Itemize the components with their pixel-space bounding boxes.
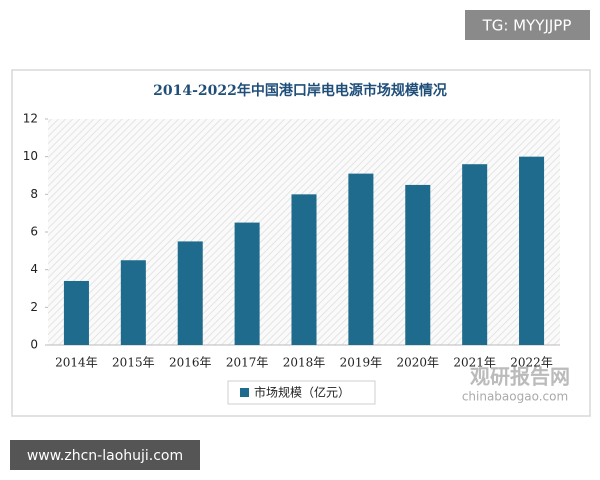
watermark-en: chinabaogao.com [462, 390, 568, 404]
x-tick-label: 2021年 [453, 356, 496, 370]
bar [405, 184, 431, 345]
y-tick-label: 6 [30, 225, 38, 239]
bottom-badge-box [10, 440, 200, 470]
x-tick-label: 2020年 [397, 356, 440, 370]
x-tick-label: 2022年 [510, 356, 553, 370]
bar [519, 156, 545, 345]
watermark-cn: 观研报告网 [470, 365, 570, 389]
x-tick-label: 2018年 [283, 356, 326, 370]
bar [462, 164, 488, 345]
y-tick-label: 10 [23, 149, 38, 163]
bar [63, 280, 89, 345]
legend-box [227, 380, 376, 405]
top-badge-box [465, 10, 590, 40]
legend-label: 市场规模（亿元） [254, 385, 350, 400]
chart-title: 2014-2022年中国港口岸电电源市场规模情况 [153, 82, 447, 99]
bar [348, 173, 374, 345]
legend-swatch [240, 388, 249, 397]
bar [177, 241, 203, 345]
bar [120, 260, 146, 345]
y-tick-label: 2 [30, 300, 38, 314]
y-tick-label: 4 [30, 262, 38, 276]
bar [291, 194, 317, 345]
x-tick-label: 2017年 [226, 356, 269, 370]
bottom-badge: www.zhcn-laohuji.com [27, 448, 183, 464]
x-tick-label: 2016年 [169, 356, 212, 370]
x-tick-label: 2019年 [340, 356, 383, 370]
y-tick-label: 8 [30, 187, 38, 201]
y-tick-label: 0 [30, 338, 38, 352]
y-tick-label: 12 [23, 112, 38, 126]
top-badge: TG: MYYJJPP [482, 17, 572, 35]
x-tick-label: 2014年 [55, 356, 98, 370]
bar [234, 222, 260, 345]
x-tick-label: 2015年 [112, 356, 155, 370]
